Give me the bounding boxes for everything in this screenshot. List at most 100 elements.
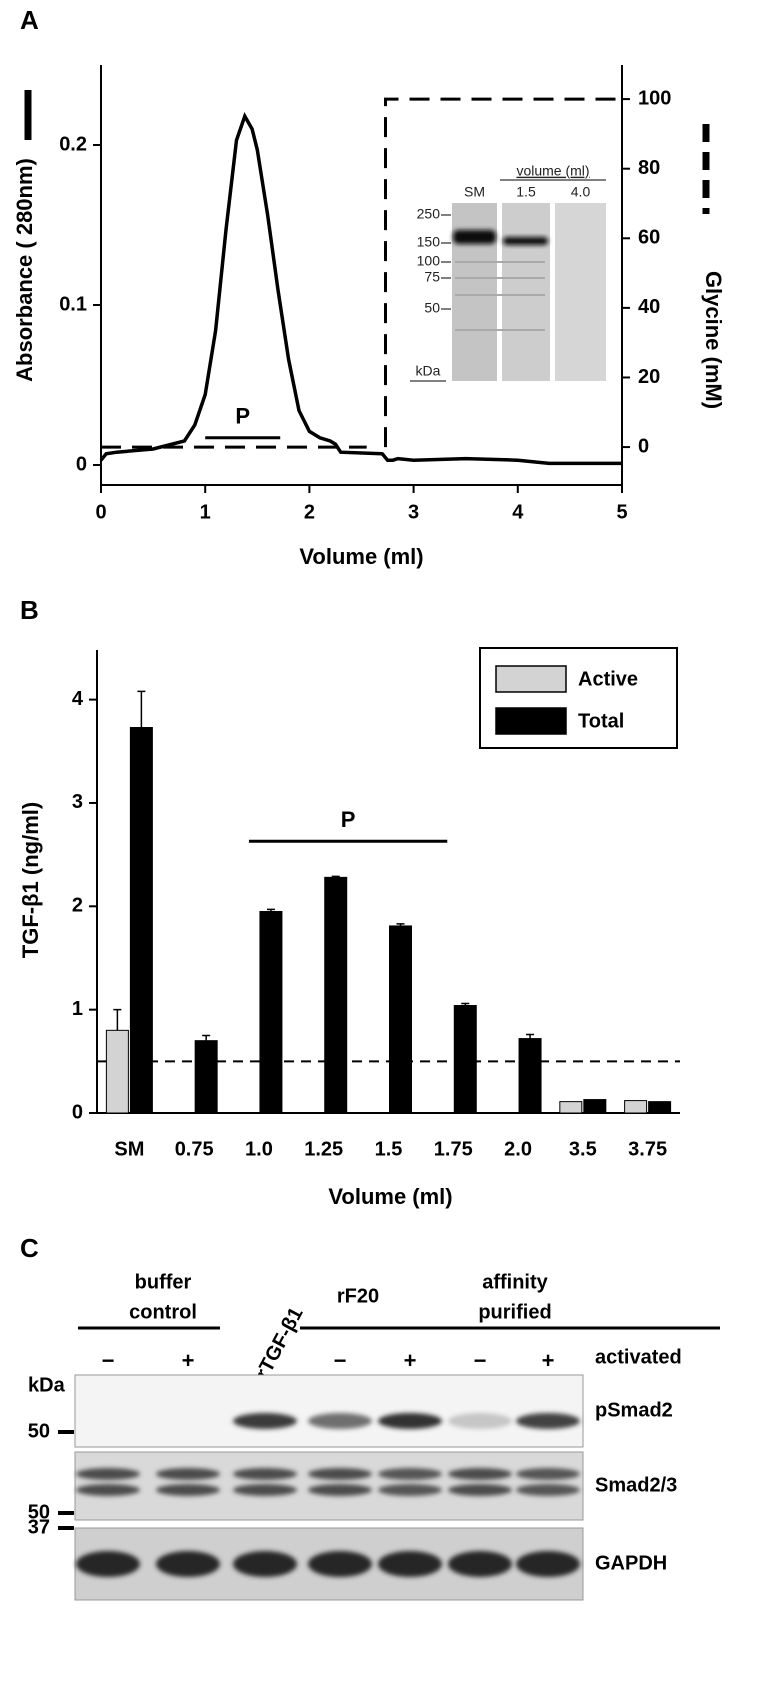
y2-tick-label: 100 [638, 87, 671, 109]
inset-unit: kDa [416, 363, 441, 379]
blot-band [516, 1468, 580, 1480]
x-tick-label: 3.5 [569, 1138, 597, 1160]
inset-title: volume (ml) [516, 163, 589, 179]
treatment-sign: + [182, 1348, 195, 1373]
gel-lane [555, 203, 606, 381]
blot-band [516, 1551, 580, 1577]
blot-band [233, 1484, 297, 1496]
treatment-sign: − [334, 1348, 347, 1373]
bar [324, 876, 348, 1114]
blot-band [516, 1484, 580, 1496]
row-label: GAPDH [595, 1552, 667, 1574]
row-label: Smad2/3 [595, 1474, 677, 1496]
y-tick-label: 1 [72, 998, 83, 1020]
row-label: pSmad2 [595, 1399, 673, 1421]
sign-row-label: activated [595, 1346, 682, 1368]
annotation-label: P [235, 404, 250, 429]
x-tick-label: 0 [95, 501, 106, 523]
marker-label: 37 [28, 1516, 50, 1538]
gel-band [503, 237, 548, 245]
blot-band [76, 1551, 140, 1577]
y-tick-label: 4 [72, 688, 84, 710]
gel-lane [502, 203, 550, 381]
error-bar [113, 1008, 122, 1031]
x-tick-label: 3.75 [628, 1138, 667, 1160]
panel-label: A [20, 5, 39, 35]
lane-label: 4.0 [571, 184, 591, 200]
gel-lane [452, 203, 497, 381]
bar [194, 1040, 218, 1114]
error-bar [396, 923, 405, 926]
blot-band [156, 1484, 220, 1496]
blot-band [233, 1413, 297, 1429]
error-bar [526, 1033, 535, 1039]
blot-band [448, 1551, 512, 1577]
y2-tick-label: 60 [638, 227, 660, 249]
y-tick-label: 3 [72, 791, 83, 813]
lane-label: SM [464, 184, 485, 200]
bar [129, 727, 153, 1114]
bar [624, 1100, 648, 1114]
bar [453, 1005, 477, 1114]
treatment-sign: + [542, 1348, 555, 1373]
y-tick-label: 0.2 [59, 133, 87, 155]
marker-label: 75 [424, 269, 440, 285]
blot-band [378, 1551, 442, 1577]
x-tick-label: 1.75 [434, 1138, 473, 1160]
blot-band [308, 1413, 372, 1429]
blot-strip [74, 1374, 584, 1448]
bar [105, 1029, 129, 1114]
annotation-label: P [341, 807, 356, 832]
blot-band [308, 1484, 372, 1496]
x-tick-label: 1.5 [375, 1138, 403, 1160]
treatment-sign: + [404, 1348, 417, 1373]
blot-band [448, 1413, 512, 1429]
y2-axis-title: Glycine (mM) [701, 271, 726, 409]
treatment-sign: − [102, 1348, 115, 1373]
glycine-line [101, 97, 622, 449]
x-tick-label: 1.0 [245, 1138, 273, 1160]
x-axis-title: Volume (ml) [299, 544, 423, 569]
gel-band [453, 230, 496, 244]
x-tick-label: 4 [512, 501, 524, 523]
lane-label: 1.5 [516, 184, 536, 200]
blot-band [156, 1468, 220, 1480]
legend-label: Total [578, 710, 624, 732]
unit-label: kDa [28, 1374, 66, 1396]
y2-tick-label: 80 [638, 157, 660, 179]
y-axis-title: Absorbance ( 280nm) [12, 158, 37, 382]
y-axis-title: TGF-β1 (ng/ml) [18, 802, 43, 958]
error-bar [137, 690, 146, 728]
bar [648, 1101, 672, 1114]
legend-swatch [495, 707, 567, 735]
marker-label: 250 [417, 206, 441, 222]
y-tick-label: 0.1 [59, 293, 87, 315]
group-label: affinity [482, 1271, 548, 1293]
blot-band [308, 1551, 372, 1577]
x-tick-label: 0.75 [175, 1138, 214, 1160]
blot-band [76, 1468, 140, 1480]
bar [559, 1101, 583, 1114]
y2-tick-label: 0 [638, 435, 649, 457]
bar [389, 925, 412, 1114]
blot-band [378, 1468, 442, 1480]
error-bar [461, 1002, 470, 1006]
blot-band [378, 1413, 442, 1429]
error-bar [266, 908, 275, 912]
marker-label: 100 [417, 253, 441, 269]
group-label: control [129, 1301, 197, 1323]
blot-band [308, 1468, 372, 1480]
blot-band [76, 1484, 140, 1496]
y-tick-label: 0 [76, 453, 87, 475]
treatment-sign: − [474, 1348, 487, 1373]
x-tick-label: 1 [200, 501, 211, 523]
x-tick-label: SM [114, 1138, 144, 1160]
blot-band [448, 1468, 512, 1480]
blot-band [448, 1484, 512, 1496]
bar [583, 1099, 607, 1114]
x-tick-label: 5 [616, 501, 627, 523]
blot-band [378, 1484, 442, 1496]
blot-band [516, 1413, 580, 1429]
y2-tick-label: 40 [638, 296, 660, 318]
